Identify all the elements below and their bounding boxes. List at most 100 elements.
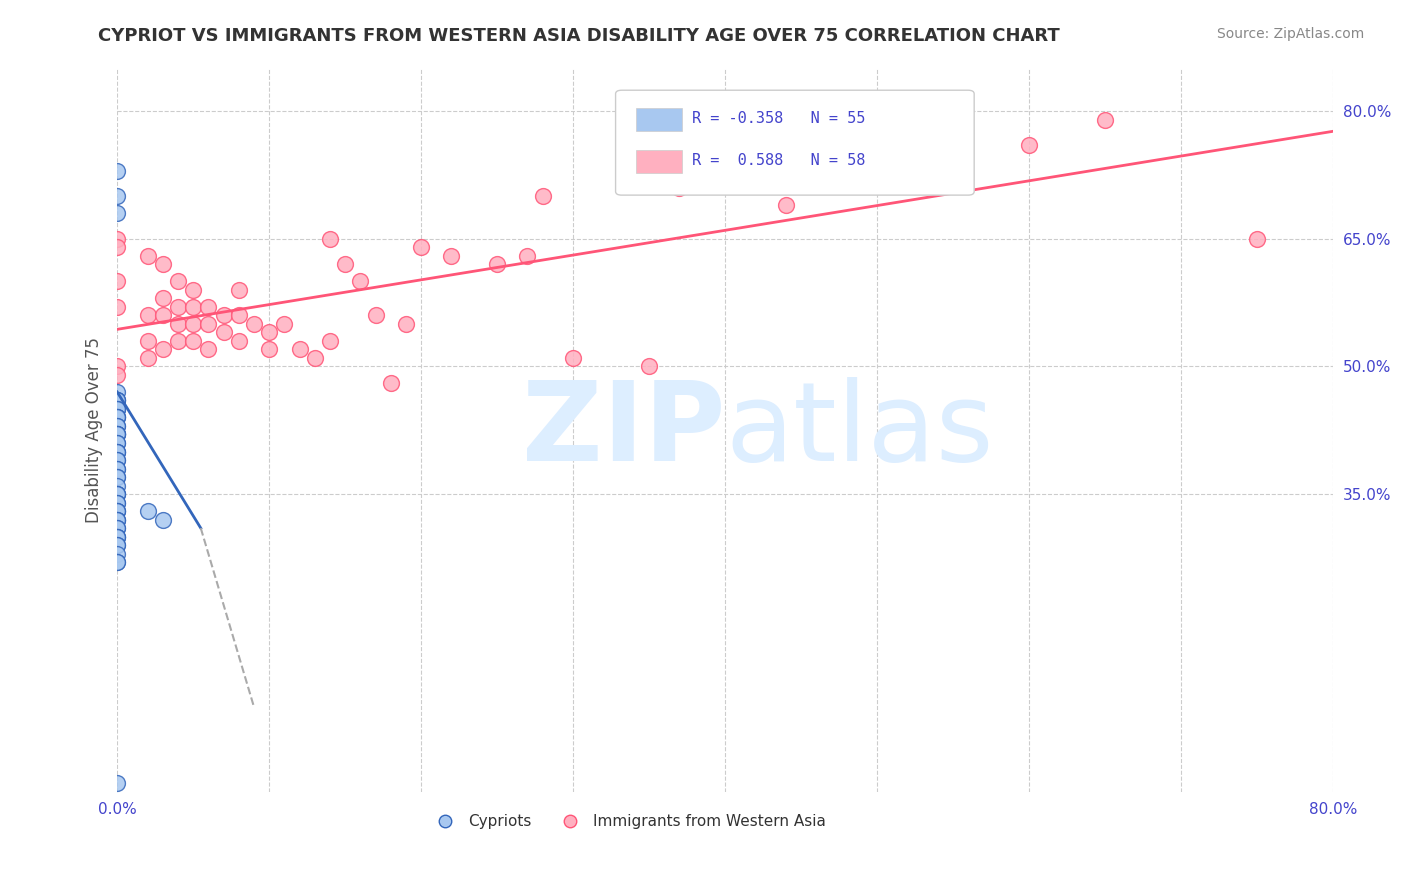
Point: [136, 351, 159, 365]
Point: [105, 538, 128, 552]
Point: [105, 453, 128, 467]
Point: [304, 351, 326, 365]
Point: [1094, 112, 1116, 127]
Point: [1018, 138, 1040, 153]
Point: [105, 274, 128, 288]
Point: [349, 274, 371, 288]
Point: [136, 309, 159, 323]
Point: [105, 410, 128, 425]
Point: [105, 470, 128, 484]
Point: [212, 326, 235, 340]
Point: [105, 513, 128, 527]
Point: [105, 504, 128, 518]
Point: [181, 283, 204, 297]
Point: [167, 334, 190, 348]
Point: [212, 309, 235, 323]
Point: [105, 513, 128, 527]
Point: [714, 146, 737, 161]
Y-axis label: Disability Age Over 75: Disability Age Over 75: [86, 337, 103, 524]
Point: [105, 401, 128, 416]
Point: [105, 436, 128, 450]
Point: [105, 504, 128, 518]
Point: [105, 478, 128, 492]
Point: [105, 393, 128, 408]
Point: [105, 521, 128, 535]
Point: [136, 334, 159, 348]
Point: [105, 427, 128, 442]
Text: ZIP: ZIP: [522, 376, 725, 483]
Point: [105, 461, 128, 475]
Point: [105, 547, 128, 561]
Point: [531, 189, 554, 203]
Point: [152, 513, 174, 527]
Point: [105, 470, 128, 484]
Bar: [637, 108, 682, 131]
Text: R = -0.358   N = 55: R = -0.358 N = 55: [692, 111, 866, 126]
Point: [105, 444, 128, 458]
Point: [197, 300, 219, 314]
Point: [638, 359, 661, 374]
Point: [105, 189, 128, 203]
Point: [395, 317, 418, 331]
Point: [105, 419, 128, 434]
Point: [105, 461, 128, 475]
Point: [319, 334, 342, 348]
Point: [105, 436, 128, 450]
Point: [152, 291, 174, 305]
Point: [105, 410, 128, 425]
Point: [105, 444, 128, 458]
Point: [197, 343, 219, 357]
Point: [105, 530, 128, 544]
Point: [105, 776, 128, 790]
Point: [105, 206, 128, 220]
Point: [105, 427, 128, 442]
Point: [105, 410, 128, 425]
Point: [105, 538, 128, 552]
Point: [136, 249, 159, 263]
Point: [105, 555, 128, 569]
Point: [105, 427, 128, 442]
Point: [152, 257, 174, 271]
Point: [105, 530, 128, 544]
Point: [152, 309, 174, 323]
Point: [273, 317, 295, 331]
Point: [181, 300, 204, 314]
Point: [105, 359, 128, 374]
Point: [105, 163, 128, 178]
Point: [105, 393, 128, 408]
Point: [942, 138, 965, 153]
Point: [105, 300, 128, 314]
Point: [105, 495, 128, 509]
Point: [105, 401, 128, 416]
Point: [152, 343, 174, 357]
Point: [136, 504, 159, 518]
Point: [775, 197, 797, 211]
Point: [364, 309, 387, 323]
Point: [409, 240, 432, 254]
Point: [197, 317, 219, 331]
Point: [562, 351, 585, 365]
Point: [228, 309, 250, 323]
Point: [486, 257, 509, 271]
Text: Source: ZipAtlas.com: Source: ZipAtlas.com: [1216, 27, 1364, 41]
Point: [516, 249, 538, 263]
Point: [105, 453, 128, 467]
Point: [319, 232, 342, 246]
Point: [440, 249, 463, 263]
Point: [105, 419, 128, 434]
Bar: [637, 150, 682, 173]
FancyBboxPatch shape: [616, 90, 974, 195]
Point: [105, 487, 128, 501]
Text: CYPRIOT VS IMMIGRANTS FROM WESTERN ASIA DISABILITY AGE OVER 75 CORRELATION CHART: CYPRIOT VS IMMIGRANTS FROM WESTERN ASIA …: [98, 27, 1060, 45]
Point: [105, 368, 128, 382]
Point: [105, 530, 128, 544]
Point: [668, 180, 690, 194]
Point: [105, 427, 128, 442]
Point: [105, 393, 128, 408]
Point: [105, 495, 128, 509]
Point: [105, 521, 128, 535]
Point: [105, 444, 128, 458]
Point: [105, 487, 128, 501]
Point: [288, 343, 311, 357]
Text: atlas: atlas: [725, 376, 994, 483]
